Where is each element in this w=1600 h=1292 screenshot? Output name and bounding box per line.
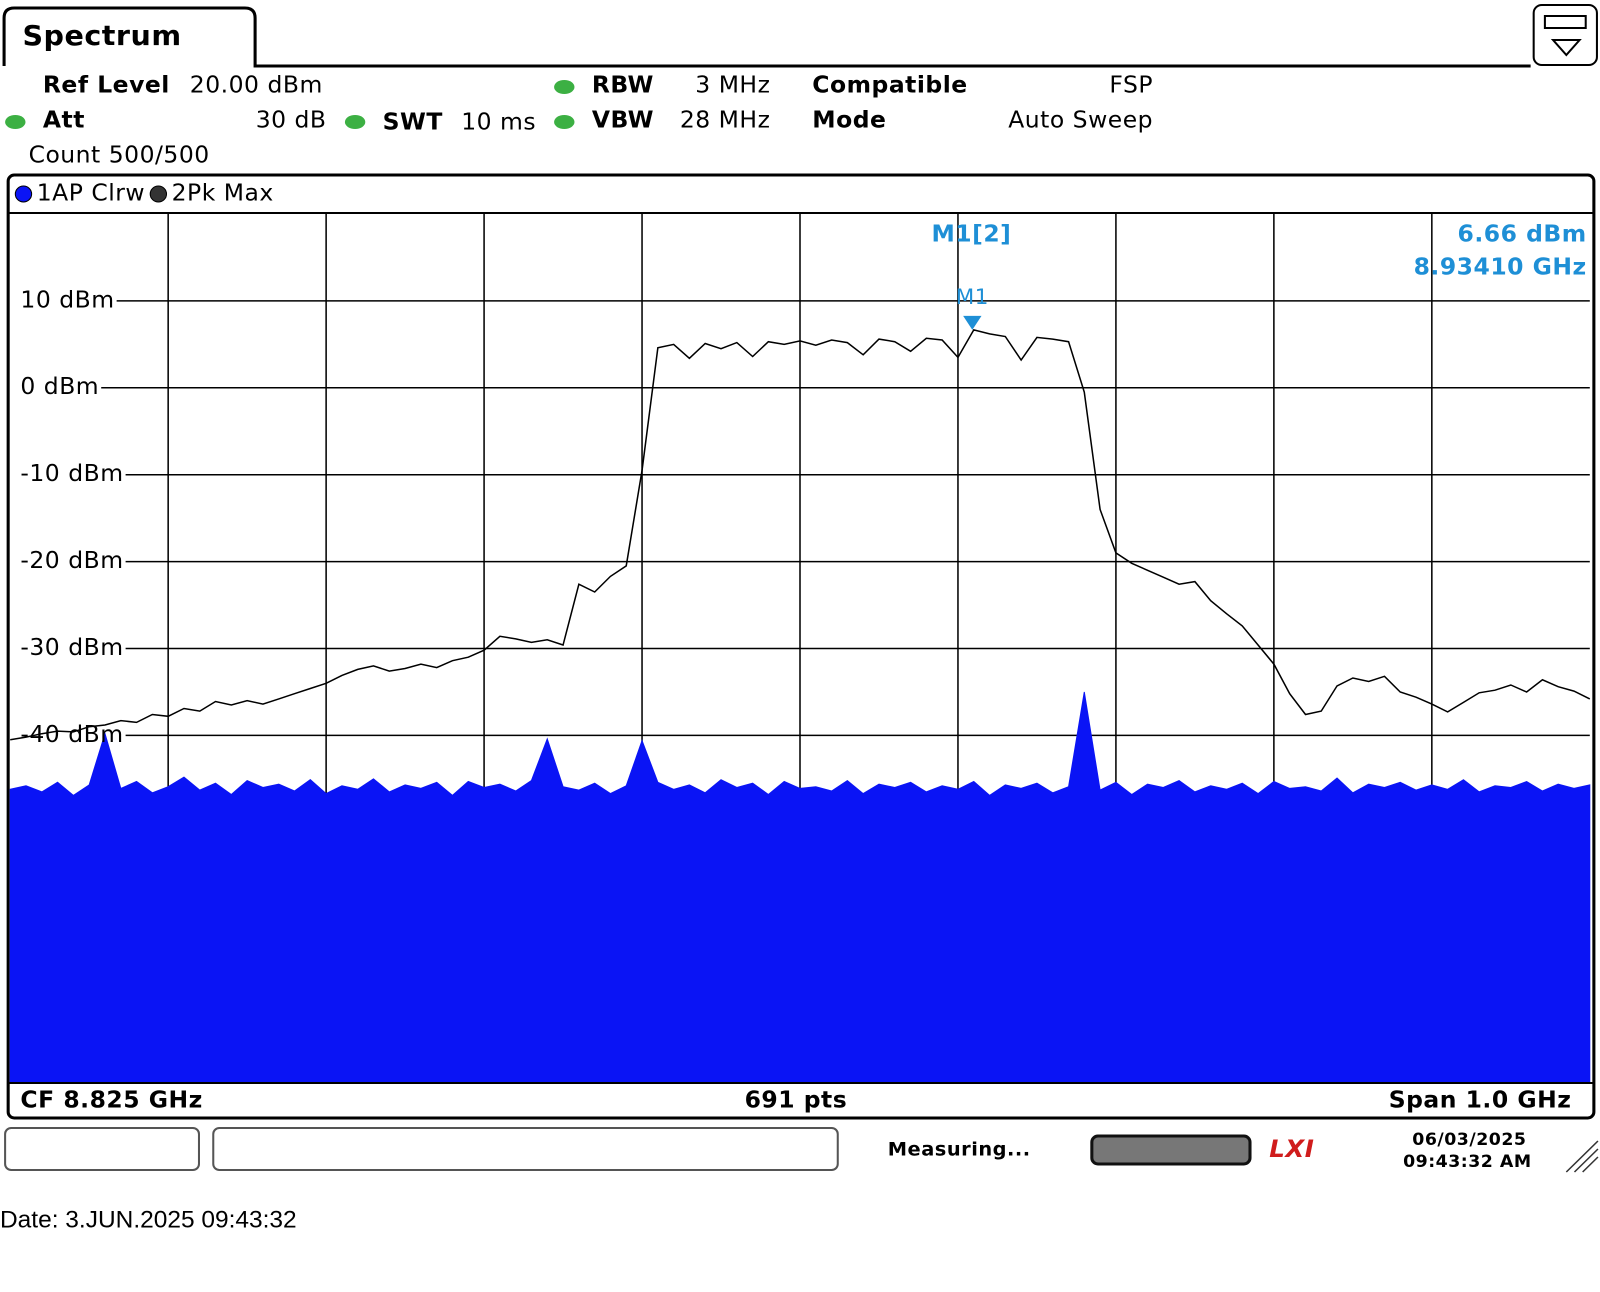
status-time: 09:43:32 AM (1403, 1152, 1532, 1172)
resize-grip (1565, 1140, 1599, 1173)
setting-value: 10 ms (461, 109, 536, 136)
marker-value: 6.66 dBm (1458, 221, 1587, 248)
sweep-count: Count 500/500 (29, 142, 210, 169)
setting-value: 28 MHz (680, 107, 771, 134)
lxi-logo: LXI (1269, 1134, 1314, 1163)
setting-label: SWT (383, 109, 443, 136)
trace-area (9, 691, 1591, 1084)
y-tick-label: 10 dBm (20, 287, 114, 314)
status-led (554, 115, 575, 129)
setting-label: RBW (592, 72, 654, 99)
menu-button[interactable] (1532, 4, 1598, 66)
status-led (344, 115, 366, 129)
setting-value: FSP (1109, 72, 1153, 99)
y-tick-label: -10 dBm (20, 460, 123, 487)
marker-label: M1 (956, 285, 989, 310)
softkey[interactable] (4, 1127, 200, 1171)
trace-line (10, 329, 1591, 741)
menu-arrow (1550, 39, 1582, 57)
status-text: Measuring... (888, 1138, 1031, 1161)
progress-bar (1090, 1134, 1252, 1166)
status-led (5, 115, 26, 129)
setting-label: VBW (592, 107, 654, 134)
legend-entry: 2Pk Max (172, 180, 274, 207)
center-frequency: CF 8.825 GHz (20, 1087, 202, 1114)
setting-value: Auto Sweep (1008, 107, 1153, 134)
plot: 10 dBm 0 dBm -10 dBm -20 dBm -30 dBm -40 dBm 1… (8, 180, 1594, 1114)
input-field[interactable] (212, 1127, 839, 1171)
setting-value: 30 dB (256, 107, 327, 134)
marker-name: M1[2] (931, 221, 1011, 248)
date-line: Date: 3.JUN.2025 09:43:32 (0, 1207, 297, 1234)
menu-icon (1543, 15, 1587, 29)
setting-value: 20.00 dBm (190, 72, 323, 99)
setting-label: Att (43, 107, 85, 134)
y-tick-label: 0 dBm (20, 373, 99, 400)
points: 691 pts (745, 1087, 848, 1114)
legend-entry: 1AP Clrw (37, 180, 145, 207)
status-led (554, 80, 575, 94)
y-tick-label: -20 dBm (20, 547, 123, 574)
marker-frequency: 8.93410 GHz (1414, 254, 1587, 281)
legend-dot (149, 185, 168, 203)
setting-value: 3 MHz (695, 72, 770, 99)
span: Span 1.0 GHz (1389, 1087, 1572, 1114)
status-date: 06/03/2025 (1412, 1130, 1526, 1150)
legend-dot (14, 185, 33, 203)
setting-label: Mode (812, 107, 886, 134)
setting-label: Compatible (812, 72, 967, 99)
setting-label: Ref Level (43, 72, 170, 99)
marker (963, 315, 982, 330)
tab-outline (2, 6, 1531, 68)
tab-title[interactable]: Spectrum (22, 19, 181, 52)
y-tick-label: -40 dBm (20, 721, 123, 748)
y-tick-label: -30 dBm (20, 634, 123, 661)
